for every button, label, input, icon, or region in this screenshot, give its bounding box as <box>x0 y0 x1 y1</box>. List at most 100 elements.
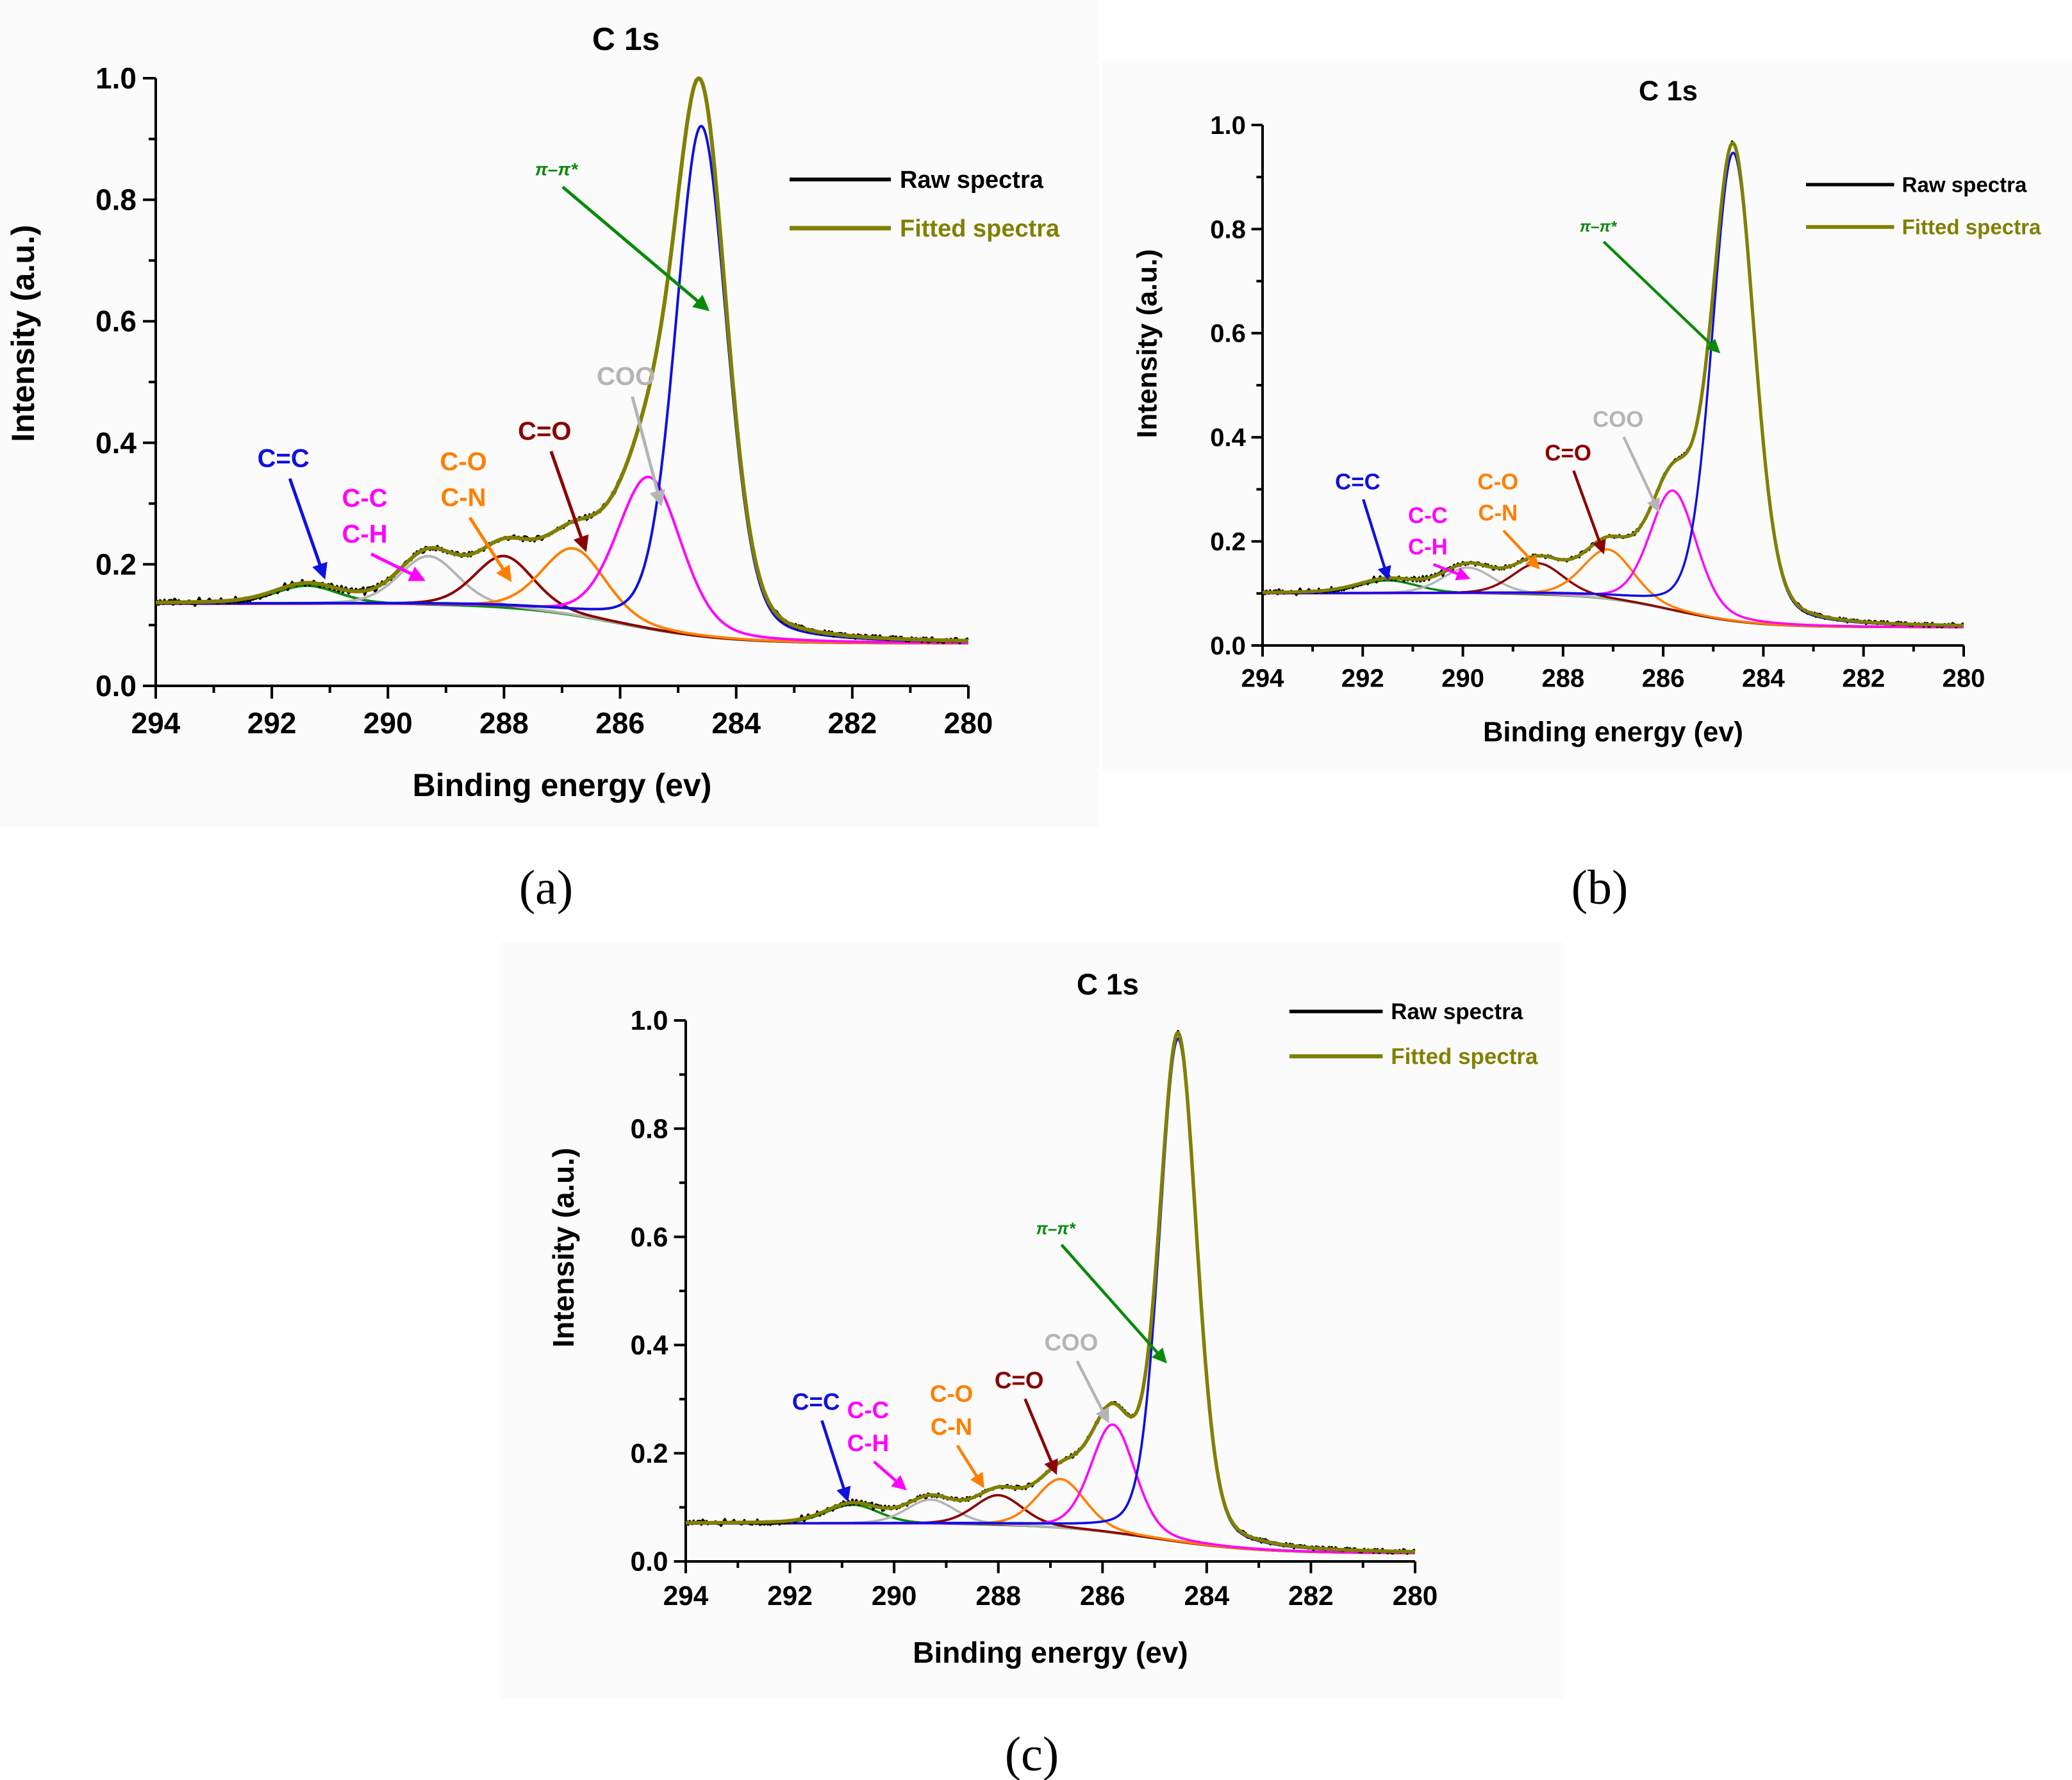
x-tick-label: 282 <box>827 706 877 740</box>
y-tick-label: 0.0 <box>95 669 137 703</box>
y-tick-label: 1.0 <box>1210 112 1246 140</box>
x-tick-label: 280 <box>1943 664 1985 692</box>
legend-label: Raw spectra <box>900 167 1044 194</box>
peak-label: C-O <box>440 447 486 476</box>
peak-label: C=C <box>258 445 310 473</box>
annotation-arrow <box>561 185 710 312</box>
y-axis-title: Intensity (a.u.) <box>1132 249 1163 438</box>
annotation-arrow <box>549 451 589 553</box>
peak-label: π–π* <box>535 160 578 179</box>
peak-label: COO <box>1593 407 1643 432</box>
peak-label: C=O <box>995 1367 1044 1393</box>
annotation-arrow <box>1432 563 1471 581</box>
annotation-arrow <box>820 1420 851 1502</box>
peak-label: C-O <box>1477 469 1518 494</box>
legend-label: Fitted spectra <box>1902 215 2041 239</box>
x-tick-label: 284 <box>1184 1581 1230 1611</box>
y-tick-label: 0.0 <box>1210 632 1246 660</box>
x-tick-label: 292 <box>767 1581 813 1611</box>
x-tick-label: 286 <box>1642 664 1685 692</box>
x-tick-label: 284 <box>1742 664 1786 692</box>
caption-c: (c) <box>1005 1727 1059 1780</box>
legend-label: Fitted spectra <box>900 215 1060 242</box>
y-tick-label: 0.6 <box>95 304 137 338</box>
y-tick-label: 0.2 <box>1210 528 1246 556</box>
annotation-arrow <box>1502 529 1540 570</box>
annotation-arrow <box>1075 1360 1109 1424</box>
x-tick-label: 282 <box>1842 664 1885 692</box>
x-tick-label: 290 <box>1441 664 1484 692</box>
x-axis-title: Binding energy (ev) <box>1483 717 1743 748</box>
chart-title: C 1s <box>592 21 660 57</box>
annotation-arrow <box>1622 436 1660 513</box>
x-tick-label: 288 <box>975 1581 1021 1611</box>
peak-label: C=O <box>518 417 571 445</box>
peak-label: COO <box>1045 1329 1098 1356</box>
x-tick-label: 282 <box>1288 1581 1334 1611</box>
x-axis-title: Binding energy (ev) <box>913 1636 1188 1669</box>
x-tick-label: 284 <box>711 706 761 740</box>
fitted-spectra-line <box>155 76 969 643</box>
peak-label: C-C <box>342 484 388 512</box>
x-tick-label: 294 <box>131 706 181 740</box>
annotation-arrow <box>468 517 512 583</box>
x-tick-label: 280 <box>944 706 993 740</box>
y-tick-label: 0.2 <box>631 1438 668 1468</box>
peak-label: C=C <box>1335 469 1380 494</box>
panel-background <box>1102 61 2072 772</box>
x-tick-label: 290 <box>363 706 413 740</box>
panel-a: 294 292 290 288 286 284 282 280 0.0 0.2 0.4 0.6 0.8 1… <box>0 0 1099 827</box>
x-tick-label: 286 <box>595 706 645 740</box>
y-tick-label: 0.8 <box>631 1114 668 1144</box>
annotation-arrow <box>873 1460 907 1491</box>
annotation-arrow <box>370 553 426 581</box>
peak-label: C-H <box>342 520 388 548</box>
x-tick-label: 288 <box>1541 664 1584 692</box>
y-tick-label: 0.4 <box>631 1330 668 1360</box>
peak-label: C-N <box>1478 501 1518 526</box>
x-tick-label: 292 <box>247 706 297 740</box>
caption-a: (a) <box>519 861 573 915</box>
peak-label: C-C <box>847 1397 889 1423</box>
y-tick-label: 0.0 <box>631 1547 668 1577</box>
x-tick-label: 294 <box>1241 664 1285 692</box>
chart-title: C 1s <box>1639 76 1698 107</box>
peak-label: C-O <box>930 1381 973 1407</box>
peak-label: C=O <box>1545 441 1591 466</box>
peak-label: C-H <box>847 1430 889 1456</box>
annotation-arrow <box>631 396 665 507</box>
y-tick-label: 0.4 <box>95 426 137 460</box>
chart-title: C 1s <box>1077 968 1139 1001</box>
annotation-arrow <box>1060 1244 1167 1364</box>
y-axis-title: Intensity (a.u.) <box>5 225 41 442</box>
annotation-arrow <box>1362 499 1391 581</box>
peak-label: C-N <box>440 483 486 512</box>
x-tick-label: 294 <box>663 1581 709 1611</box>
annotation-arrow <box>1602 240 1721 354</box>
y-tick-label: 1.0 <box>95 62 137 95</box>
panel-background <box>500 942 1564 1699</box>
annotation-arrow <box>288 478 327 580</box>
y-tick-label: 1.0 <box>631 1006 668 1036</box>
peak-label: C-N <box>931 1414 972 1440</box>
peak-label: π–π* <box>1580 218 1618 235</box>
panel-b: 294 292 290 288 286 284 282 280 0.0 0.2 0.4 0.6 0.8 1… <box>1102 61 2072 772</box>
legend-label: Fitted spectra <box>1391 1044 1538 1069</box>
peak-label: C-H <box>1408 535 1448 560</box>
panel-background <box>0 0 1099 827</box>
y-tick-label: 0.2 <box>95 547 137 581</box>
peak-label: C=C <box>792 1389 840 1415</box>
annotation-arrow <box>1024 1398 1058 1475</box>
y-axis-title: Intensity (a.u.) <box>547 1148 580 1348</box>
y-tick-label: 0.8 <box>95 183 137 217</box>
y-tick-label: 0.6 <box>1210 320 1246 348</box>
caption-b: (b) <box>1571 861 1629 915</box>
y-tick-label: 0.8 <box>1210 215 1246 244</box>
x-tick-label: 288 <box>479 706 529 740</box>
y-tick-label: 0.4 <box>1210 424 1246 452</box>
x-tick-label: 292 <box>1341 664 1384 692</box>
annotation-arrow <box>956 1444 984 1488</box>
annotation-arrow <box>1572 470 1606 554</box>
peak-label: π–π* <box>1036 1220 1077 1238</box>
